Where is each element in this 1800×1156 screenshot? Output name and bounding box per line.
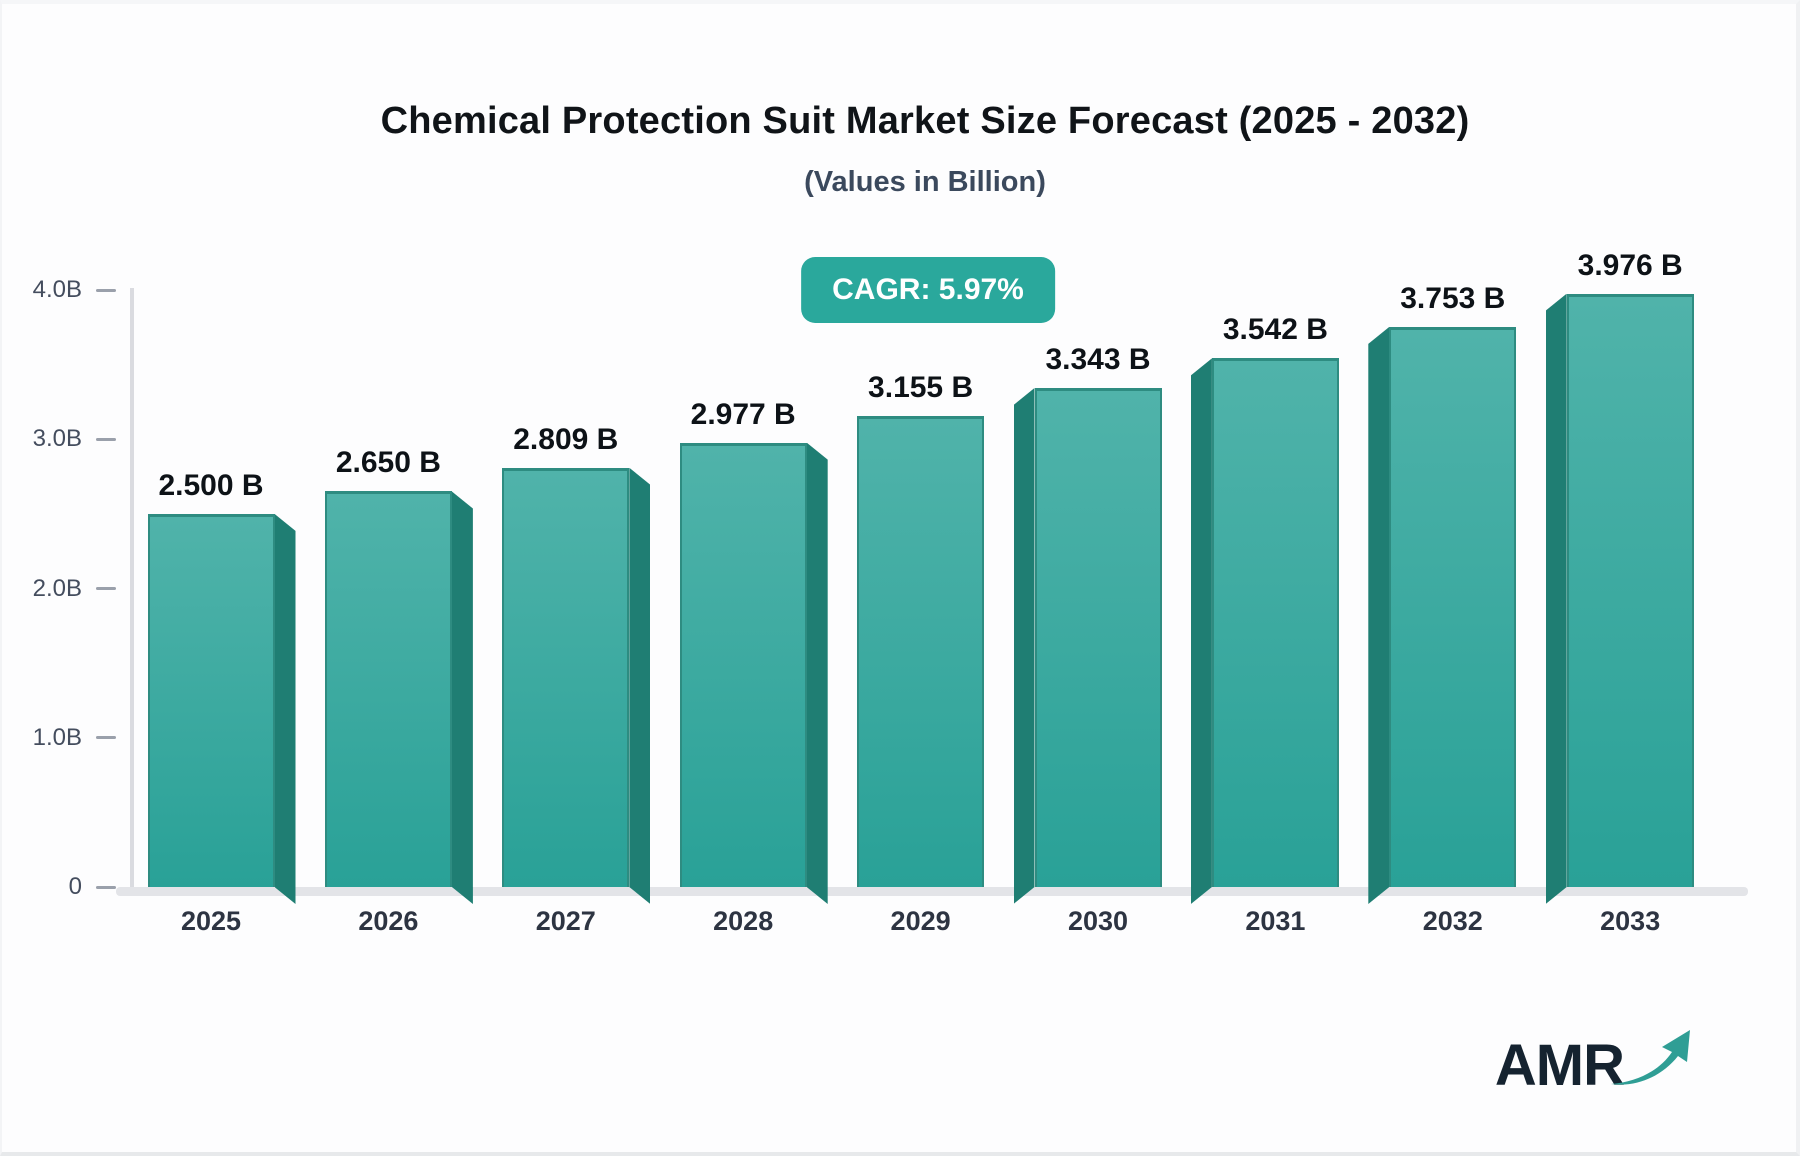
bar-2026 [324,491,452,887]
amr-logo-text: AMR [1494,1033,1625,1098]
bar-value-label: 3.155 B [868,371,974,405]
bar-2025 [147,513,275,887]
x-axis-baseline [116,887,1748,896]
x-axis-year-label: 2027 [535,906,596,936]
bar-side-face [1014,388,1035,904]
bar-value-label: 3.542 B [1222,313,1328,347]
bar-value-label: 3.343 B [1045,343,1151,377]
bar-value-label: 2.977 B [690,397,796,431]
y-tick-dash [96,437,116,441]
bar-value-label: 2.809 B [513,422,619,456]
bar-value-label: 2.500 B [158,468,264,502]
bar-2028 [679,442,807,887]
x-axis-year-label: 2033 [1600,906,1661,936]
bar-2029 [857,416,985,887]
y-tick-dash [96,885,116,889]
y-tick-label: 3.0B [32,425,82,453]
bar-2031 [1211,358,1339,887]
x-axis-year-label: 2028 [713,906,774,936]
y-tick-dash [96,587,116,590]
bar-side-face [1368,327,1389,904]
bar-side-face [807,443,828,904]
y-tick-dash [96,288,116,292]
y-tick-label: 1.0B [32,723,82,751]
cagr-badge: CAGR: 5.97% [801,257,1055,323]
bar-side-face [1546,294,1567,904]
bar-side-face [452,491,473,904]
bar-side-face [1191,358,1212,904]
bar-value-label: 2.650 B [335,446,441,480]
y-axis-line [130,288,134,896]
bar-2027 [502,467,630,887]
x-axis-year-label: 2025 [180,906,242,936]
y-tick-label: 4.0B [32,276,82,303]
x-axis-year-label: 2029 [890,906,951,936]
bar-value-label: 3.753 B [1400,281,1506,315]
chart-subtitle: (Values in Billion) [804,166,1046,198]
y-tick-label: 2.0B [32,574,82,602]
x-axis-year-label: 2026 [358,906,419,936]
y-tick-label: 0 [68,873,82,900]
growth-arrow-icon [1608,1022,1696,1097]
bar-side-face [629,468,650,904]
y-tick-dash [96,736,116,740]
chart-title: Chemical Protection Suit Market Size For… [380,100,1470,142]
x-axis-year-label: 2031 [1245,906,1306,936]
bar-2030 [1034,388,1162,887]
amr-logo: AMR [1495,1028,1696,1104]
bar-2032 [1389,326,1517,887]
bar-2033 [1566,293,1694,887]
bar-side-face [275,514,296,904]
bar-value-label: 3.976 B [1577,248,1683,282]
x-axis-year-label: 2032 [1422,906,1483,936]
x-axis-year-label: 2030 [1067,906,1129,936]
